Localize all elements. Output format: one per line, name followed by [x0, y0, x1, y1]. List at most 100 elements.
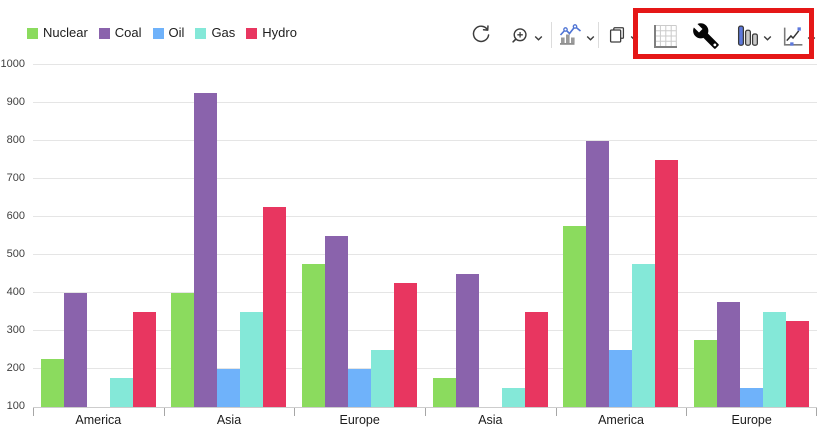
- zoom-button[interactable]: [510, 25, 543, 50]
- chevron-down-icon: [630, 30, 639, 45]
- plot-area: [33, 64, 817, 416]
- x-axis-tick: [294, 408, 295, 416]
- y-axis: 100 200 300 400 500 600 700 800 900 1000: [0, 58, 27, 412]
- gridline: [33, 330, 817, 331]
- zoom-in-icon: [510, 25, 532, 50]
- bar-nuclear-america[interactable]: [563, 226, 587, 407]
- trendline-button[interactable]: [780, 24, 816, 52]
- bar-coal-america[interactable]: [586, 141, 610, 407]
- bar-hydro-europe[interactable]: [786, 321, 810, 407]
- gridline: [33, 254, 817, 255]
- legend-label: Hydro: [262, 25, 297, 40]
- bar-coal-europe[interactable]: [717, 302, 741, 407]
- bar-hydro-asia[interactable]: [524, 312, 548, 407]
- column-chart-button[interactable]: [736, 23, 772, 51]
- bar-group: [294, 236, 425, 407]
- y-axis-tick-label: 1000: [0, 58, 25, 70]
- y-axis-tick-label: 700: [6, 172, 25, 184]
- y-axis-tick-label: 600: [6, 210, 25, 222]
- legend-label: Nuclear: [43, 25, 88, 40]
- settings-button[interactable]: [692, 22, 720, 53]
- trendline-chart-icon: [780, 24, 805, 52]
- y-axis-tick-label: 100: [6, 400, 25, 412]
- bar-group: [686, 302, 817, 407]
- copy-icon: [606, 25, 628, 50]
- bar-coal-asia[interactable]: [455, 274, 479, 407]
- legend-item-gas[interactable]: Gas: [195, 26, 235, 40]
- bar-oil-america[interactable]: [609, 350, 633, 407]
- bar-hydro-europe[interactable]: [394, 283, 418, 407]
- wrench-icon: [692, 22, 720, 53]
- copy-button[interactable]: [606, 25, 639, 50]
- legend-label: Coal: [114, 25, 142, 40]
- gridline: [33, 292, 817, 293]
- toolbar-divider: [598, 22, 599, 48]
- bar-nuclear-asia[interactable]: [171, 293, 195, 407]
- chevron-down-icon: [807, 31, 816, 46]
- bar-nuclear-asia[interactable]: [432, 378, 456, 407]
- chevron-down-icon: [534, 30, 543, 45]
- x-axis-category-label: Asia: [216, 413, 242, 427]
- refresh-icon: [470, 24, 492, 49]
- bar-group: [425, 274, 556, 407]
- legend-swatch: [246, 27, 258, 39]
- bar-oil-asia[interactable]: [217, 369, 241, 407]
- refresh-button[interactable]: [470, 24, 492, 49]
- combo-chart-icon: [558, 22, 584, 51]
- legend-item-hydro[interactable]: Hydro: [246, 26, 297, 40]
- bar-gas-europe[interactable]: [371, 350, 395, 407]
- x-axis-tick: [556, 408, 557, 416]
- x-axis-category-label: America: [75, 413, 122, 427]
- gridline: [33, 178, 817, 179]
- bar-group: [556, 141, 687, 407]
- legend-swatch: [152, 27, 164, 39]
- chart-type-button[interactable]: [558, 22, 595, 51]
- bar-hydro-asia[interactable]: [263, 207, 287, 407]
- bar-coal-america[interactable]: [63, 293, 87, 407]
- bar-gas-america[interactable]: [632, 264, 656, 407]
- x-axis-tick: [164, 408, 165, 416]
- legend-swatch: [27, 27, 38, 39]
- bar-nuclear-europe[interactable]: [694, 340, 718, 407]
- y-axis-tick-label: 500: [6, 248, 25, 260]
- y-axis-tick-label: 200: [6, 362, 25, 374]
- y-axis-tick-label: 300: [6, 324, 25, 336]
- bar-hydro-america[interactable]: [132, 312, 156, 407]
- legend-item-coal[interactable]: Coal: [98, 25, 142, 40]
- y-axis-tick-label: 400: [6, 286, 25, 298]
- bar-gas-asia[interactable]: [501, 388, 525, 407]
- grid-axes-button[interactable]: [651, 23, 678, 53]
- x-axis-category-label: Europe: [731, 413, 772, 427]
- x-axis: America Asia Europe Asia America Europe: [33, 413, 817, 427]
- bar-gas-america[interactable]: [109, 378, 133, 407]
- gridline: [33, 368, 817, 369]
- bar-gas-europe[interactable]: [763, 312, 787, 407]
- x-axis-tick: [33, 408, 34, 416]
- legend: Nuclear Coal Oil Gas Hydro: [27, 25, 308, 41]
- grid-axes-icon: [651, 23, 678, 53]
- legend-item-oil[interactable]: Oil: [152, 25, 185, 40]
- bar-group: [164, 93, 295, 407]
- bar-oil-europe[interactable]: [740, 388, 764, 407]
- column-chart-icon: [736, 23, 761, 51]
- bar-coal-asia[interactable]: [194, 93, 218, 407]
- bar-nuclear-america[interactable]: [40, 359, 64, 407]
- bar-coal-europe[interactable]: [325, 236, 349, 407]
- toolbar-divider: [551, 22, 552, 48]
- gridline: [33, 64, 817, 65]
- gridline: [33, 216, 817, 217]
- legend-label: Gas: [211, 25, 236, 40]
- bar-oil-europe[interactable]: [348, 369, 372, 407]
- x-axis-tick: [425, 408, 426, 416]
- x-axis-category-label: America: [598, 413, 644, 427]
- bar-nuclear-europe[interactable]: [302, 264, 326, 407]
- chevron-down-icon: [763, 30, 772, 45]
- legend-item-nuclear[interactable]: Nuclear: [27, 26, 88, 40]
- legend-label: Oil: [168, 25, 185, 40]
- gridline: [33, 102, 817, 103]
- legend-swatch: [98, 27, 110, 39]
- legend-swatch: [195, 27, 207, 39]
- bar-group: [33, 293, 164, 407]
- bar-hydro-america[interactable]: [655, 160, 679, 407]
- bar-gas-asia[interactable]: [240, 312, 264, 407]
